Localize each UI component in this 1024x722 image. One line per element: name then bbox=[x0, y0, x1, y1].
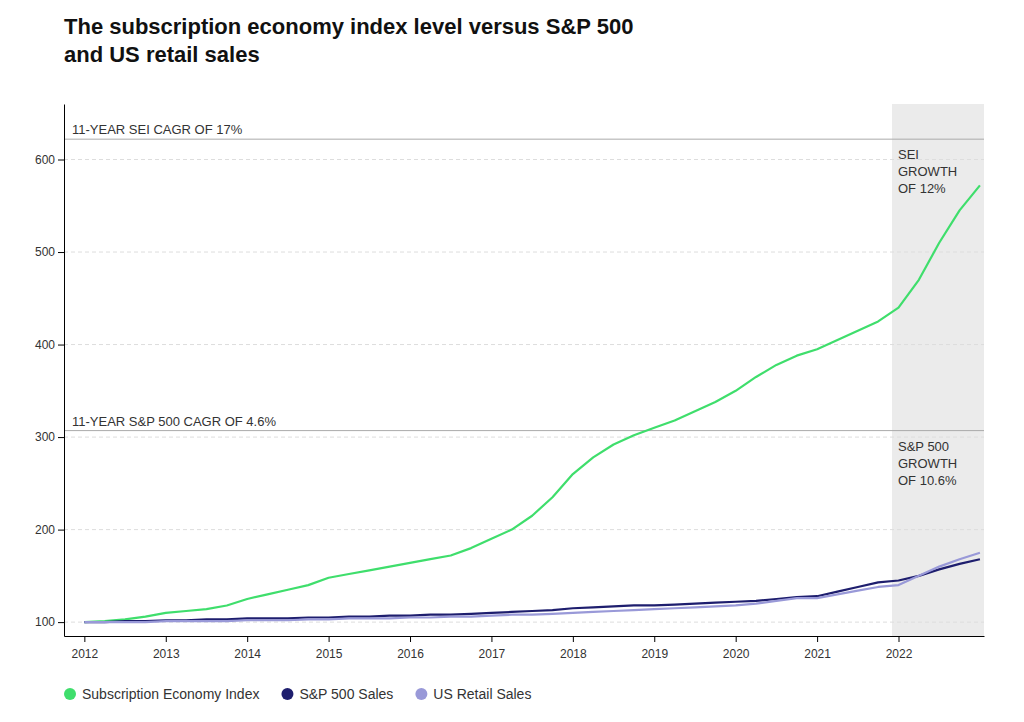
tick: 400 bbox=[35, 338, 64, 352]
tick-label: 500 bbox=[35, 245, 55, 259]
annotation-line: SEI bbox=[898, 147, 919, 162]
axis-line bbox=[65, 636, 985, 637]
tick-label: 400 bbox=[35, 338, 55, 352]
tick-mark bbox=[58, 345, 64, 346]
tick: 2022 bbox=[886, 636, 913, 661]
tick: 2015 bbox=[316, 636, 343, 661]
side-annotation: S&P 500 GROWTH OF 10.6% bbox=[898, 439, 957, 488]
tick-label: 100 bbox=[35, 615, 55, 629]
tick: 2018 bbox=[560, 636, 587, 661]
title: The subscription economy index level ver… bbox=[64, 14, 633, 67]
legend-item: Subscription Economy Index bbox=[64, 686, 259, 702]
grid-line bbox=[64, 344, 984, 345]
annotation-line: GROWTH bbox=[898, 456, 957, 471]
tick-label: 2022 bbox=[886, 647, 913, 661]
tick-mark bbox=[899, 636, 900, 642]
grid-line bbox=[64, 529, 984, 530]
annotation-line: OF 12% bbox=[898, 181, 946, 196]
tick-mark bbox=[736, 636, 737, 642]
tick-mark bbox=[58, 437, 64, 438]
tick: 2019 bbox=[641, 636, 668, 661]
tick-label: 2019 bbox=[641, 647, 668, 661]
tick-label: 300 bbox=[35, 430, 55, 444]
x-axis: 2012 2013 2014 2015 2016 2017 2018 2019 2020 2021… bbox=[65, 636, 985, 661]
tick: 200 bbox=[35, 523, 64, 537]
legend-label: US Retail Sales bbox=[433, 686, 531, 702]
legend-label: S&P 500 Sales bbox=[299, 686, 393, 702]
reference-line bbox=[64, 430, 984, 431]
series-line bbox=[84, 185, 980, 622]
tick-mark bbox=[58, 160, 64, 161]
legend-item: S&P 500 Sales bbox=[281, 686, 393, 702]
tick: 2020 bbox=[723, 636, 750, 661]
axis-line bbox=[64, 105, 65, 637]
tick: 300 bbox=[35, 430, 64, 444]
grid-line bbox=[64, 159, 984, 160]
tick: 500 bbox=[35, 245, 64, 259]
tick-label: 2014 bbox=[234, 647, 261, 661]
legend-swatch bbox=[415, 688, 427, 700]
tick-mark bbox=[58, 252, 64, 253]
annotations: 11-YEAR SEI CAGR OF 17% SEI GROWTH OF 12% 11… bbox=[72, 122, 957, 487]
tick-mark bbox=[247, 636, 248, 642]
legend-item: US Retail Sales bbox=[415, 686, 531, 702]
series-line bbox=[84, 559, 980, 622]
grid-line bbox=[64, 437, 984, 438]
title-line: and US retail sales bbox=[64, 42, 260, 67]
tick-label: 2012 bbox=[72, 647, 99, 661]
tick-mark bbox=[58, 622, 64, 623]
title-line: The subscription economy index level ver… bbox=[64, 14, 633, 39]
tick-label: 2013 bbox=[153, 647, 180, 661]
tick-mark bbox=[58, 530, 64, 531]
legend-swatch bbox=[64, 688, 76, 700]
tick: 2021 bbox=[804, 636, 831, 661]
chart: The subscription economy index level ver… bbox=[0, 0, 1024, 722]
tick-mark bbox=[654, 636, 655, 642]
tick-mark bbox=[491, 636, 492, 642]
plot-area bbox=[64, 104, 984, 636]
legend-swatch bbox=[281, 688, 293, 700]
tick-label: 2021 bbox=[804, 647, 831, 661]
tick-label: 2020 bbox=[723, 647, 750, 661]
tick-label: 2015 bbox=[316, 647, 343, 661]
tick-label: 200 bbox=[35, 523, 55, 537]
tick-mark bbox=[573, 636, 574, 642]
tick-mark bbox=[84, 636, 85, 642]
tick: 2014 bbox=[234, 636, 261, 661]
reference-lines bbox=[64, 139, 984, 430]
tick: 2012 bbox=[72, 636, 99, 661]
series-line bbox=[84, 553, 980, 622]
tick: 600 bbox=[35, 153, 64, 167]
side-annotation: SEI GROWTH OF 12% bbox=[898, 147, 957, 196]
reference-line bbox=[64, 139, 984, 140]
grid-line bbox=[64, 252, 984, 253]
tick-label: 2017 bbox=[479, 647, 506, 661]
tick: 100 bbox=[35, 615, 64, 629]
annotation: 11-YEAR SEI CAGR OF 17% bbox=[72, 122, 243, 137]
tick: 2013 bbox=[153, 636, 180, 661]
tick-label: 2016 bbox=[397, 647, 424, 661]
tick-mark bbox=[329, 636, 330, 642]
annotation-line: GROWTH bbox=[898, 164, 957, 179]
tick: 2016 bbox=[397, 636, 424, 661]
legend-label: Subscription Economy Index bbox=[82, 686, 259, 702]
annotation: 11-YEAR S&P 500 CAGR OF 4.6% bbox=[72, 414, 276, 429]
annotation-line: OF 10.6% bbox=[898, 473, 957, 488]
tick: 2017 bbox=[479, 636, 506, 661]
tick-label: 600 bbox=[35, 153, 55, 167]
legend: Subscription Economy Index S&P 500 Sales U… bbox=[64, 686, 531, 702]
tick-mark bbox=[817, 636, 818, 642]
tick-mark bbox=[410, 636, 411, 642]
grid bbox=[64, 160, 984, 623]
tick-label: 2018 bbox=[560, 647, 587, 661]
tick-mark bbox=[166, 636, 167, 642]
annotation-line: S&P 500 bbox=[898, 439, 949, 454]
y-axis: 100 200 300 400 500 600 bbox=[35, 105, 65, 637]
